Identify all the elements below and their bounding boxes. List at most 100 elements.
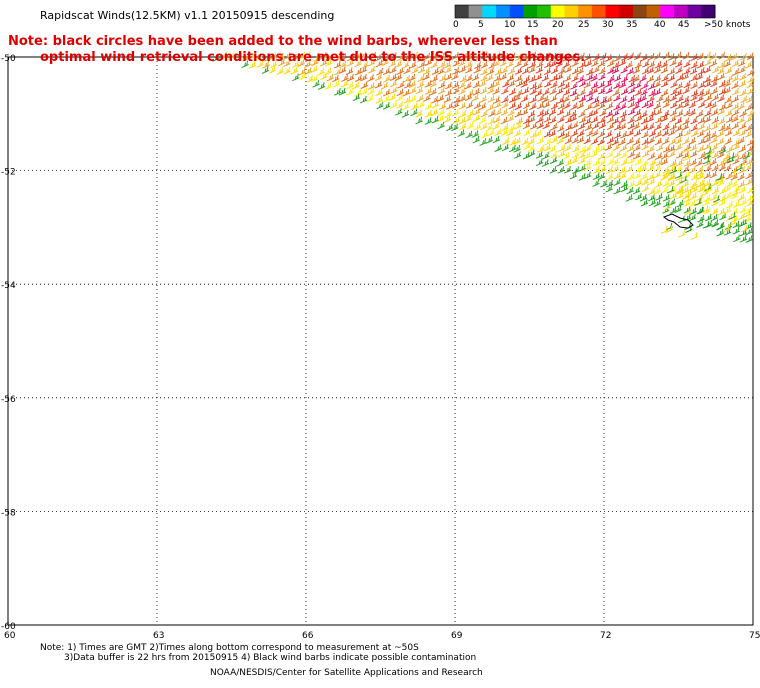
wind-barb xyxy=(690,185,699,193)
wind-barb xyxy=(529,102,537,111)
wind-barb xyxy=(304,67,313,75)
wind-barb xyxy=(508,101,517,110)
wind-barb xyxy=(716,176,724,184)
wind-barb xyxy=(583,53,591,62)
wind-barb xyxy=(676,185,685,194)
wind-barb xyxy=(640,88,648,96)
wind-barb xyxy=(697,144,705,153)
wind-barb xyxy=(541,159,550,167)
wind-barb xyxy=(487,103,495,111)
wind-barb xyxy=(740,95,748,104)
wind-barb xyxy=(684,189,692,198)
wind-barb xyxy=(528,60,536,69)
wind-barb xyxy=(375,96,383,104)
wind-barb xyxy=(465,65,473,74)
wind-barb xyxy=(725,109,733,117)
wind-barb xyxy=(726,200,734,209)
wind-barb xyxy=(429,80,437,88)
wind-barb xyxy=(429,88,437,96)
wind-barb xyxy=(515,53,523,61)
wind-barb xyxy=(674,116,683,125)
wind-barb xyxy=(612,109,620,117)
wind-barb xyxy=(424,117,432,125)
wind-barb xyxy=(632,66,640,74)
wind-barb xyxy=(586,110,594,118)
wind-barb xyxy=(745,95,753,104)
wind-barb xyxy=(487,95,495,103)
wind-barb xyxy=(417,74,425,82)
wind-barb xyxy=(703,75,711,83)
wind-barb xyxy=(550,122,558,131)
wind-barb xyxy=(479,116,487,124)
wind-barb xyxy=(662,137,670,145)
wind-barb xyxy=(676,95,684,103)
wind-barb xyxy=(690,180,698,188)
wind-barb xyxy=(527,110,536,118)
wind-barb xyxy=(625,194,633,202)
wind-barb xyxy=(696,109,704,118)
wind-barb xyxy=(543,130,552,138)
wind-barb xyxy=(514,67,523,75)
wind-barb xyxy=(509,144,517,153)
wind-barb xyxy=(705,100,713,109)
wind-barb xyxy=(417,100,425,109)
wind-barb xyxy=(436,114,445,123)
wind-barb xyxy=(718,144,726,153)
wind-barb xyxy=(563,53,571,62)
colorbar-swatch xyxy=(660,5,675,18)
wind-barb xyxy=(346,88,354,96)
wind-barb xyxy=(607,66,615,74)
wind-barb xyxy=(633,151,641,160)
wind-barb xyxy=(485,73,494,82)
wind-barb xyxy=(345,67,354,75)
wind-barb xyxy=(716,129,725,138)
wind-barb xyxy=(459,122,467,131)
wind-barb xyxy=(444,89,453,97)
wind-barb xyxy=(719,102,727,111)
wind-barb xyxy=(564,158,573,167)
wind-barb xyxy=(334,67,342,76)
wind-barb xyxy=(354,52,362,60)
wind-barb xyxy=(536,136,544,145)
wind-barb xyxy=(599,52,608,61)
wind-barb xyxy=(660,151,669,160)
wind-barb xyxy=(627,180,636,188)
wind-barb xyxy=(737,59,746,67)
wind-barb xyxy=(521,137,529,146)
wind-barb xyxy=(319,52,328,60)
wind-barb xyxy=(578,88,586,97)
wind-barb xyxy=(583,117,592,125)
wind-barb xyxy=(324,67,332,76)
wind-barb xyxy=(571,93,580,102)
wind-barb xyxy=(688,100,696,109)
wind-barb xyxy=(647,177,656,186)
wind-barb xyxy=(620,131,628,139)
wind-barb xyxy=(640,116,649,125)
wind-barb xyxy=(591,96,600,104)
wind-barb xyxy=(537,109,545,117)
wind-barb xyxy=(709,101,717,110)
wind-barb xyxy=(702,198,710,207)
lon-label: 75 xyxy=(749,631,760,641)
wind-barb xyxy=(529,122,538,130)
wind-barb xyxy=(507,66,516,75)
wind-barb xyxy=(346,81,354,90)
wind-barb xyxy=(747,68,755,76)
wind-barb xyxy=(527,137,535,145)
wind-barb xyxy=(341,80,349,88)
wind-barb xyxy=(697,67,706,75)
colorbar xyxy=(454,4,716,19)
wind-barb xyxy=(375,88,383,96)
wind-barb xyxy=(655,152,663,160)
colorbar-label: 40 xyxy=(654,20,666,30)
wind-barb xyxy=(457,129,465,137)
wind-barb xyxy=(732,185,740,193)
wind-barb xyxy=(647,122,655,131)
wind-barb xyxy=(662,51,671,60)
colorbar-frame xyxy=(454,4,716,19)
wind-barb xyxy=(535,66,543,74)
wind-barb xyxy=(620,151,628,159)
wind-barb xyxy=(709,59,718,67)
wind-barb xyxy=(390,100,398,109)
wind-barb xyxy=(626,186,634,195)
